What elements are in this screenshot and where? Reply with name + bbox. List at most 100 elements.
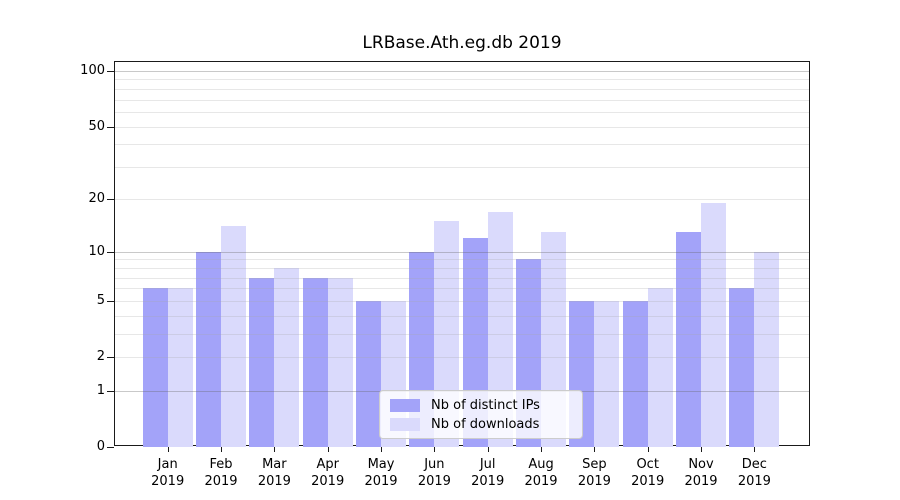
- y-tick-label-1: 1: [96, 382, 105, 398]
- x-tick-nov: [701, 447, 703, 452]
- x-tick-label-aug: Aug 2019: [509, 456, 573, 490]
- x-tick-jun: [434, 447, 436, 452]
- bar-downloads-mar: [274, 267, 300, 447]
- x-tick-year: 2019: [577, 474, 611, 489]
- y-tick-10: [107, 251, 114, 253]
- gridline-minor-30: [115, 167, 809, 169]
- x-tick-month: Jun: [424, 457, 445, 472]
- x-tick-month: Sep: [582, 457, 607, 472]
- legend-entry-downloads: Nb of downloads: [390, 416, 572, 432]
- x-tick-year: 2019: [311, 474, 345, 489]
- gridline-minor-3: [115, 334, 809, 336]
- x-tick-label-apr: Apr 2019: [296, 456, 360, 490]
- x-tick-month: Apr: [316, 457, 339, 472]
- x-tick-aug: [541, 447, 543, 452]
- y-tick-5: [107, 301, 114, 303]
- x-tick-label-may: May 2019: [349, 456, 413, 490]
- gridline-minor-8: [115, 267, 809, 269]
- x-tick-label-oct: Oct 2019: [616, 456, 680, 490]
- y-tick-2: [107, 357, 114, 359]
- legend: Nb of distinct IPs Nb of downloads: [379, 390, 583, 439]
- x-tick-month: Aug: [528, 457, 554, 472]
- x-tick-year: 2019: [417, 474, 451, 489]
- bar-downloads-dec: [754, 251, 780, 447]
- x-tick-month: Nov: [688, 457, 714, 472]
- x-tick-month: Feb: [209, 457, 233, 472]
- y-tick-label-10: 10: [88, 243, 105, 259]
- legend-label-distinct-ips: Nb of distinct IPs: [431, 397, 540, 413]
- x-tick-year: 2019: [737, 474, 771, 489]
- gridline-minor-80: [115, 88, 809, 90]
- bar-ips-jan: [142, 288, 168, 447]
- x-tick-oct: [647, 447, 649, 452]
- gridline-minor-90: [115, 79, 809, 81]
- y-tick-0: [107, 447, 114, 448]
- x-tick-label-jul: Jul 2019: [456, 456, 520, 490]
- x-tick-may: [381, 447, 383, 452]
- legend-swatch-distinct-ips-icon: [390, 398, 420, 412]
- x-tick-jul: [487, 447, 489, 452]
- bar-downloads-feb: [221, 226, 247, 447]
- bar-downloads-apr: [327, 277, 353, 447]
- gridline-major-10: [115, 251, 809, 253]
- x-tick-label-jan: Jan 2019: [136, 456, 200, 490]
- gridline-minor-70: [115, 99, 809, 101]
- x-tick-month: Mar: [262, 457, 287, 472]
- y-tick-label-20: 20: [88, 190, 105, 206]
- x-tick-year: 2019: [524, 474, 558, 489]
- x-tick-year: 2019: [364, 474, 398, 489]
- gridline-minor-6: [115, 288, 809, 290]
- x-tick-apr: [327, 447, 329, 452]
- gridline-minor-2: [115, 357, 809, 359]
- x-tick-month: Dec: [741, 457, 767, 472]
- bar-ips-may: [356, 301, 382, 447]
- bar-downloads-sep: [594, 301, 620, 447]
- chart-title: LRBase.Ath.eg.db 2019: [362, 33, 562, 53]
- gridline-minor-20: [115, 198, 809, 200]
- gridline-major-100: [115, 70, 809, 72]
- x-tick-dec: [754, 447, 756, 452]
- y-tick-label-5: 5: [96, 293, 105, 309]
- x-tick-month: May: [367, 457, 395, 472]
- x-tick-month: Jul: [479, 457, 496, 472]
- gridline-minor-5: [115, 301, 809, 303]
- bar-ips-feb: [196, 251, 222, 447]
- x-tick-feb: [221, 447, 223, 452]
- gridline-minor-50: [115, 126, 809, 128]
- y-tick-20: [107, 198, 114, 200]
- y-tick-label-2: 2: [96, 349, 105, 365]
- y-tick-label-0: 0: [96, 439, 105, 454]
- bar-downloads-jan: [167, 288, 193, 447]
- x-tick-year: 2019: [257, 474, 291, 489]
- gridline-minor-40: [115, 144, 809, 146]
- bar-ips-apr: [302, 277, 328, 447]
- y-tick-50: [107, 126, 114, 128]
- x-tick-year: 2019: [151, 474, 185, 489]
- x-tick-year: 2019: [471, 474, 505, 489]
- gridline-minor-9: [115, 259, 809, 261]
- x-tick-sep: [594, 447, 596, 452]
- y-tick-label-50: 50: [88, 118, 105, 134]
- bar-downloads-nov: [701, 202, 727, 447]
- gridline-minor-7: [115, 277, 809, 279]
- x-tick-year: 2019: [204, 474, 238, 489]
- y-tick-100: [107, 70, 114, 72]
- x-tick-year: 2019: [631, 474, 665, 489]
- gridline-minor-60: [115, 112, 809, 114]
- x-tick-month: Oct: [636, 457, 659, 472]
- x-tick-month: Jan: [157, 457, 178, 472]
- legend-entry-distinct-ips: Nb of distinct IPs: [390, 397, 572, 413]
- gridline-minor-4: [115, 315, 809, 317]
- x-tick-label-mar: Mar 2019: [242, 456, 306, 490]
- x-tick-label-feb: Feb 2019: [189, 456, 253, 490]
- plot-area: Nb of distinct IPs Nb of downloads Jan 20…: [80, 61, 810, 489]
- x-tick-jan: [167, 447, 169, 452]
- x-tick-label-nov: Nov 2019: [669, 456, 733, 490]
- bar-ips-mar: [249, 277, 275, 447]
- y-tick-label-100: 100: [80, 62, 105, 78]
- bar-ips-nov: [676, 231, 702, 447]
- x-tick-year: 2019: [684, 474, 718, 489]
- x-tick-label-sep: Sep 2019: [562, 456, 626, 490]
- bar-downloads-oct: [647, 288, 673, 447]
